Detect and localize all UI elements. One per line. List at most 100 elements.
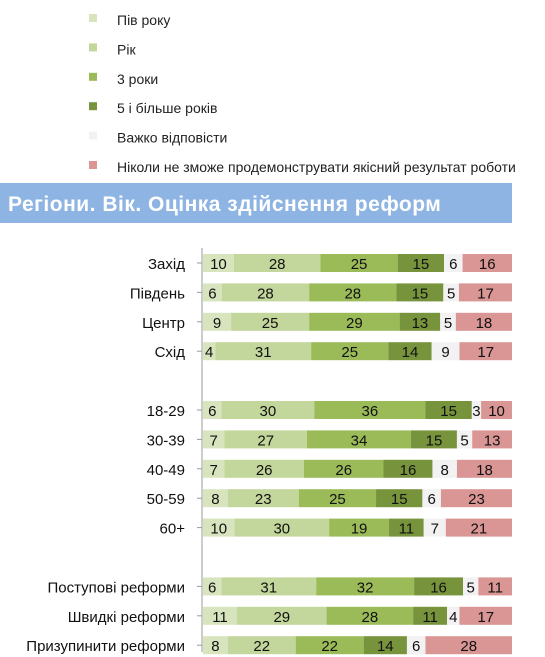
data-label: 18 <box>476 315 493 332</box>
data-label: 19 <box>351 521 368 538</box>
bar-segment <box>203 636 228 655</box>
data-label: 17 <box>477 609 494 626</box>
bar-segment <box>411 430 457 449</box>
bar-segment <box>326 606 414 625</box>
data-label: 26 <box>256 462 273 479</box>
data-label: 36 <box>362 403 379 420</box>
data-label: 15 <box>391 491 408 508</box>
data-label: 28 <box>344 285 361 302</box>
data-label: 34 <box>351 432 368 449</box>
data-label: 4 <box>449 609 457 626</box>
bar-segment <box>227 489 299 508</box>
data-label: 6 <box>208 579 216 596</box>
data-label: 6 <box>208 403 216 420</box>
bar-segment <box>221 401 315 419</box>
data-label: 6 <box>449 256 457 273</box>
bar-segment <box>478 577 512 596</box>
bar-segment <box>316 577 415 596</box>
data-label: 31 <box>255 344 272 361</box>
category-label: Центр <box>142 315 185 332</box>
bar-segment <box>203 459 225 478</box>
data-label: 14 <box>402 344 419 361</box>
data-label: 8 <box>441 462 449 479</box>
data-label: 22 <box>321 638 338 655</box>
bar-segment <box>215 342 312 361</box>
bar-segment <box>203 283 222 302</box>
data-label: 27 <box>257 432 274 449</box>
bar-segment <box>329 518 390 537</box>
bar-segment <box>221 577 317 596</box>
data-label: 7 <box>431 521 439 538</box>
bar-segment <box>376 489 423 508</box>
bar-segment <box>463 577 479 596</box>
data-label: 25 <box>262 315 279 332</box>
bar-segment <box>203 577 222 596</box>
data-label: 15 <box>426 432 443 449</box>
data-label: 30 <box>273 521 290 538</box>
bar-segment <box>425 636 512 655</box>
legend: Пів року Рік 3 роки 5 і більше років Важко в… <box>89 12 516 175</box>
category-label: 30-39 <box>147 432 185 449</box>
bar-segment <box>459 342 512 361</box>
bar-segment <box>389 518 424 537</box>
data-label: 8 <box>211 491 219 508</box>
category-label: 18-29 <box>147 403 185 420</box>
bar-segment <box>309 283 397 302</box>
bar-segment <box>311 342 389 361</box>
category-label: Швидкі реформи <box>68 609 185 626</box>
bar-segment <box>303 459 384 478</box>
legend-swatch <box>89 161 97 169</box>
bar-segment <box>309 312 400 331</box>
data-label: 6 <box>208 285 216 302</box>
data-label: 5 <box>460 432 468 449</box>
bar-segment <box>363 636 407 655</box>
data-label: 30 <box>260 403 277 420</box>
bar-segment <box>203 401 222 419</box>
data-label: 10 <box>210 521 227 538</box>
legend-swatch <box>89 43 97 52</box>
bar-segment <box>425 401 472 419</box>
bar-segment <box>423 518 446 537</box>
bar-segment <box>462 254 512 272</box>
bars: 10 28 25 15 6 166 28 28 15 5 179 25 29 13 5 184 31 25 14 9 1… <box>203 254 512 655</box>
bar-segment <box>203 489 228 508</box>
bar-segment <box>203 254 234 272</box>
data-label: 7 <box>210 462 218 479</box>
bar-segment <box>221 283 310 302</box>
category-label: Призупинити реформи <box>26 638 185 655</box>
bar-segment <box>396 283 444 302</box>
data-label: 11 <box>399 521 415 538</box>
data-label: 23 <box>468 491 485 508</box>
bar-segment <box>314 401 426 419</box>
bar-segment <box>231 312 310 331</box>
bar-segment <box>224 459 304 478</box>
category-label: Поступові реформи <box>48 579 186 596</box>
bar-segment <box>471 401 482 419</box>
bar-segment <box>443 283 459 302</box>
bar-segment <box>234 518 330 537</box>
chart-title: Регіони. Вік. Оцінка здійснення реформ <box>8 193 441 216</box>
legend-swatch <box>89 131 97 140</box>
category-label: Південь <box>130 285 185 302</box>
data-label: 10 <box>210 256 227 273</box>
bar-segment <box>481 401 512 419</box>
category-label: Захід <box>148 256 185 273</box>
data-label: 17 <box>477 285 494 302</box>
data-label: 14 <box>377 638 394 655</box>
data-label: 15 <box>440 403 457 420</box>
bar-segment <box>227 636 296 655</box>
data-label: 32 <box>357 579 374 596</box>
bar-segment <box>203 312 232 331</box>
data-label: 28 <box>269 256 286 273</box>
legend-swatch <box>89 102 97 111</box>
bar-segment <box>440 489 512 508</box>
data-label: 31 <box>260 579 277 596</box>
bar-segment <box>320 254 398 272</box>
data-label: 8 <box>211 638 219 655</box>
category-axis-ticks <box>197 262 202 646</box>
data-label: 16 <box>400 462 417 479</box>
data-label: 29 <box>346 315 363 332</box>
data-label: 25 <box>351 256 368 273</box>
bar-segment <box>472 430 512 449</box>
bar-segment <box>236 606 327 625</box>
